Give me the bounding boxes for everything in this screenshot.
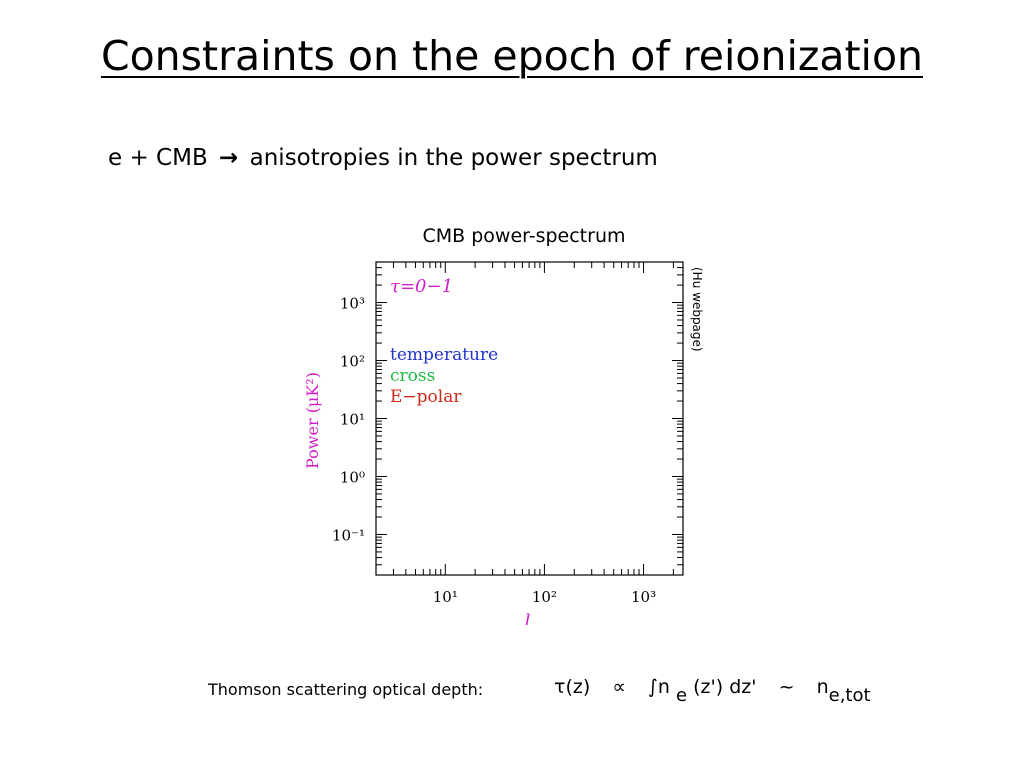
plot-frame <box>375 261 684 576</box>
credit-note: (Hu webpage) <box>686 267 706 367</box>
bullet-line: e + CMB → anisotropies in the power spec… <box>108 145 658 171</box>
bullet-prefix: e + CMB <box>108 145 208 171</box>
credit-text: (Hu webpage) <box>690 267 704 352</box>
x-tick-label: 10¹ <box>433 588 458 606</box>
y-tick-label: 10⁻¹ <box>332 526 365 544</box>
formula-approx: ~ <box>778 676 795 698</box>
plot-title: CMB power-spectrum <box>422 225 626 247</box>
formula-lhs: τ(z) <box>554 676 591 698</box>
thomson-label: Thomson scattering optical depth: <box>208 680 484 699</box>
tau-annotation: τ=0−1 <box>390 276 453 297</box>
slide-title: Constraints on the epoch of reionization <box>100 32 924 80</box>
formula-n: n <box>657 676 670 698</box>
y-tick-label: 10³ <box>340 295 365 313</box>
y-tick-label: 10⁰ <box>340 468 365 486</box>
bullet-text: anisotropies in the power spectrum <box>249 145 658 171</box>
x-tick-label: 10³ <box>631 588 656 606</box>
x-tick-label: 10² <box>532 588 557 606</box>
formula-etot-sub: e,tot <box>828 685 871 706</box>
legend-entry: E−polar <box>390 387 462 407</box>
y-tick-label: 10¹ <box>340 411 365 429</box>
formula-integral: ∫ <box>648 676 658 698</box>
y-axis-label: Power (μK²) <box>303 372 322 469</box>
x-axis-label: l <box>525 611 531 625</box>
y-tick-label: 10² <box>340 353 365 371</box>
formula-n2: n <box>816 676 829 698</box>
legend-entry: cross <box>390 366 435 386</box>
optical-depth-formula: τ(z) ∝ ∫n e (z') dz' ~ ne,tot <box>554 676 871 706</box>
formula-e-sub: e <box>676 685 688 706</box>
formula-proportional: ∝ <box>612 676 626 698</box>
formula-zprime: (z') dz' <box>693 676 757 698</box>
power-spectrum-plot: 10¹ 10² 10³ 10⁻¹ 10⁰ 10¹ 10² 10³ Power (μK²) l τ=0… <box>303 261 684 625</box>
legend-entry: temperature <box>390 345 498 365</box>
right-arrow-icon: → <box>219 145 239 171</box>
